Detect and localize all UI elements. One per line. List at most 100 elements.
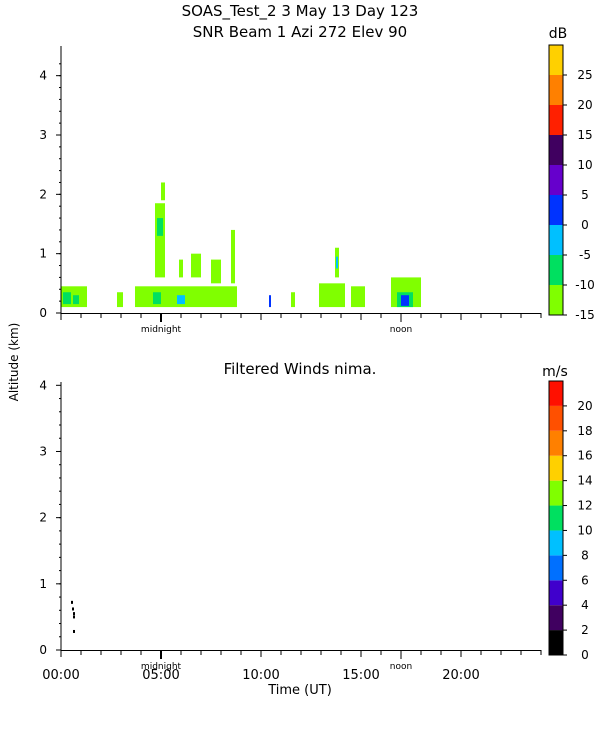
colorbar-swatch (549, 195, 563, 225)
y-tick-label: 3 (39, 444, 47, 458)
colorbar-swatch (549, 165, 563, 195)
y-axis-label: Altitude (km) (7, 323, 21, 402)
y-tick-label: 2 (39, 511, 47, 525)
x-tick-label: 15:00 (342, 668, 379, 683)
snr-cell (291, 292, 295, 308)
y-tick-label: 1 (39, 577, 47, 591)
winds-colorbar-swatches (548, 380, 564, 656)
colorbar-swatch (549, 225, 563, 255)
colorbar-label: -5 (579, 248, 591, 262)
snr-colorbar-swatches (548, 44, 564, 316)
y-tick-label: 1 (39, 247, 47, 261)
colorbar-label: 10 (577, 523, 592, 537)
x-axis-tick-labels: 00:00 05:00 10:00 15:00 20:00 (42, 668, 479, 683)
noon-label: noon (390, 325, 412, 335)
colorbar-swatch (549, 480, 563, 506)
snr-plot-title: SNR Beam 1 Azi 272 Elev 90 (193, 23, 407, 41)
colorbar-frame (548, 44, 564, 316)
y-tick-label: 4 (39, 69, 47, 83)
wind-point (71, 600, 73, 604)
snr-cell (401, 295, 409, 306)
snr-panel: midnight noon 0 1 2 3 4 (39, 46, 542, 335)
snr-cell (211, 259, 221, 284)
snr-cell (191, 253, 201, 278)
colorbar-swatch (549, 135, 563, 165)
snr-cell (155, 203, 165, 278)
colorbar-swatch (549, 505, 563, 531)
snr-axes: midnight noon (56, 46, 542, 335)
midnight-label: midnight (141, 325, 182, 335)
snr-cell (63, 292, 71, 305)
colorbar-label: 10 (577, 158, 592, 172)
colorbar-label: 20 (577, 399, 592, 413)
colorbar-swatch (549, 105, 563, 135)
x-tick-label: 00:00 (42, 668, 79, 683)
colorbar-label: 25 (577, 68, 592, 82)
wind-point (72, 607, 74, 611)
winds-y-tick-labels: 0 1 2 3 4 (39, 378, 47, 657)
snr-heatmap-cells (61, 182, 421, 308)
colorbar-swatch (549, 75, 563, 105)
snr-cell (231, 229, 235, 284)
colorbar-label: 5 (581, 188, 589, 202)
colorbar-label: -15 (575, 308, 595, 322)
winds-data-points (71, 600, 75, 633)
wind-point (73, 629, 75, 633)
snr-colorbar-labels: 25 20 15 10 5 0 -5 -10 -15 (563, 68, 595, 322)
midnight-label: midnight (141, 662, 182, 672)
snr-cell (135, 286, 237, 308)
colorbar-label: 18 (577, 424, 592, 438)
snr-cell (177, 295, 185, 305)
colorbar-swatch (549, 405, 563, 431)
winds-colorbar-unit: m/s (542, 364, 568, 380)
x-tick-label: 20:00 (442, 668, 479, 683)
colorbar-label: 14 (577, 474, 592, 488)
colorbar-label: 2 (581, 623, 589, 637)
x-axis-label: Time (UT) (267, 683, 332, 698)
snr-colorbar: dB 25 20 15 10 5 0 -5 -10 -15 (548, 26, 595, 322)
colorbar-label: 0 (581, 648, 589, 662)
snr-y-tick-labels: 0 1 2 3 4 (39, 69, 47, 320)
snr-cell (179, 259, 183, 278)
colorbar-swatch (549, 430, 563, 456)
snr-cell (336, 256, 338, 269)
colorbar-label: 12 (577, 499, 592, 513)
colorbar-label: 16 (577, 449, 592, 463)
snr-cell (153, 292, 161, 305)
colorbar-swatch (549, 605, 563, 631)
colorbar-swatch (549, 530, 563, 556)
snr-cell (157, 218, 163, 236)
y-tick-label: 4 (39, 378, 47, 392)
colorbar-label: 4 (581, 598, 589, 612)
colorbar-swatch (549, 580, 563, 606)
figure-title: SOAS_Test_2 3 May 13 Day 123 (182, 2, 419, 21)
colorbar-frame (548, 380, 564, 656)
colorbar-label: -10 (575, 278, 595, 292)
colorbar-swatch (549, 455, 563, 481)
noon-label: noon (390, 662, 412, 672)
colorbar-swatch (549, 45, 563, 75)
snr-colorbar-unit: dB (549, 26, 568, 42)
colorbar-swatch (549, 285, 563, 315)
snr-cell (73, 295, 79, 305)
snr-cell (319, 283, 345, 308)
x-tick-label: 10:00 (242, 668, 279, 683)
winds-panel: midnight noon 0 1 2 3 4 (39, 378, 542, 672)
winds-plot-title: Filtered Winds nima. (224, 360, 377, 378)
y-tick-label: 0 (39, 306, 47, 320)
y-tick-label: 0 (39, 643, 47, 657)
colorbar-label: 15 (577, 128, 592, 142)
snr-cell (351, 286, 365, 308)
x-tick-label: 05:00 (142, 668, 179, 683)
wind-point (73, 615, 75, 619)
wind-point (73, 612, 75, 616)
colorbar-label: 0 (581, 218, 589, 232)
snr-cell (161, 182, 165, 201)
snr-cell (117, 292, 123, 308)
colorbar-label: 8 (581, 548, 589, 562)
colorbar-swatch (549, 255, 563, 285)
colorbar-swatch (549, 381, 563, 406)
y-tick-label: 2 (39, 187, 47, 201)
colorbar-swatch (549, 630, 563, 655)
